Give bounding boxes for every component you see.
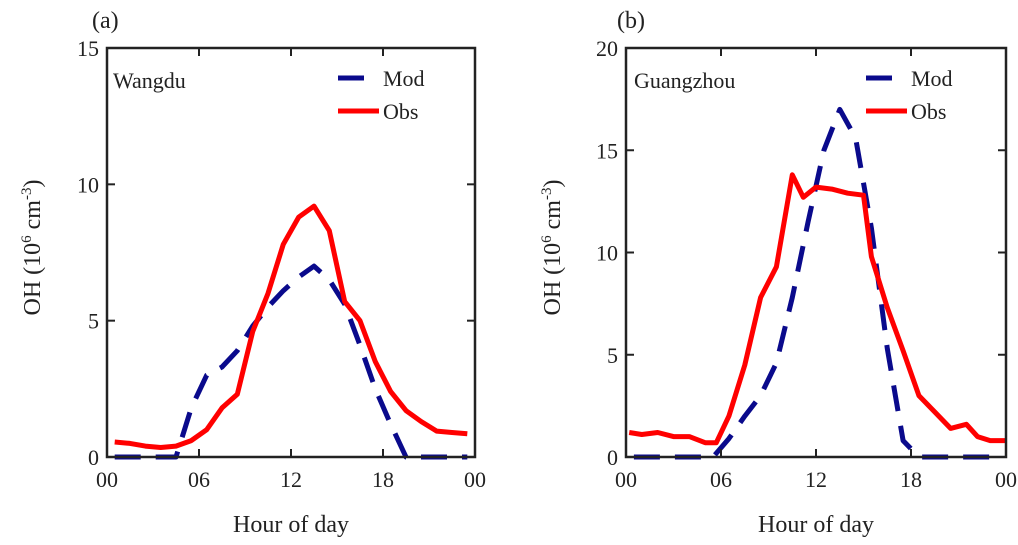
x-tick-label: 06: [710, 467, 732, 492]
y-axis-label-sup: 6: [539, 235, 555, 243]
x-tick-label: 18: [372, 467, 394, 492]
y-tick-label: 5: [607, 343, 618, 368]
axes-frame: [624, 46, 1008, 459]
y-axis-label: OH (106 cm-3): [19, 180, 46, 316]
series-line-obs: [628, 172, 1006, 446]
y-tick-label: 0: [88, 445, 99, 470]
legend: Mod Obs: [338, 66, 425, 124]
y-tick-label: 20: [596, 36, 618, 61]
series-group: [628, 106, 1006, 460]
panel-label: (b): [617, 8, 645, 34]
x-tick-label: 06: [188, 467, 210, 492]
y-axis-label-part: OH (10: [20, 243, 46, 316]
y-axis-label-part: cm: [540, 200, 566, 236]
x-tick-label: 12: [805, 467, 827, 492]
series-line-obs: [114, 203, 468, 450]
x-axis-label: Hour of day: [758, 512, 874, 538]
y-tick-label: 15: [596, 138, 618, 163]
legend-label-obs: Obs: [383, 99, 418, 124]
y-axis-label-part: OH (10: [540, 243, 566, 316]
panel-label: (a): [92, 8, 119, 34]
y-axis-label-sup: -3: [19, 188, 35, 201]
y-tick-label: 0: [607, 445, 618, 470]
location-label: Guangzhou: [634, 68, 735, 93]
x-tick-label: 00: [995, 467, 1017, 492]
x-tick-label: 00: [615, 467, 637, 492]
y-axis-label: OH (106 cm-3): [539, 180, 566, 316]
axes-frame: [105, 46, 477, 459]
y-axis-label-sup: 6: [19, 235, 35, 243]
legend-label-mod: Mod: [911, 66, 953, 91]
x-tick-label: 00: [96, 467, 118, 492]
y-tick-label: 5: [88, 309, 99, 334]
x-axis-label: Hour of day: [233, 512, 349, 538]
y-tick-label: 15: [77, 36, 99, 61]
location-label: Wangdu: [113, 68, 186, 93]
y-tick-label: 10: [77, 172, 99, 197]
y-axis-label-sup: -3: [539, 188, 555, 201]
y-axis-label-part: cm: [20, 200, 46, 236]
y-tick-label: 10: [596, 241, 618, 266]
series-line-mod: [633, 106, 999, 460]
x-tick-label: 00: [464, 467, 486, 492]
series-group: [114, 203, 468, 460]
x-tick-label: 12: [280, 467, 302, 492]
legend-label-mod: Mod: [383, 66, 425, 91]
y-axis-label-part: ): [540, 180, 566, 188]
series-line-mod: [114, 263, 468, 460]
legend: Mod Obs: [866, 66, 953, 124]
y-axis-label-part: ): [20, 180, 46, 188]
legend-label-obs: Obs: [911, 99, 946, 124]
x-tick-label: 18: [900, 467, 922, 492]
